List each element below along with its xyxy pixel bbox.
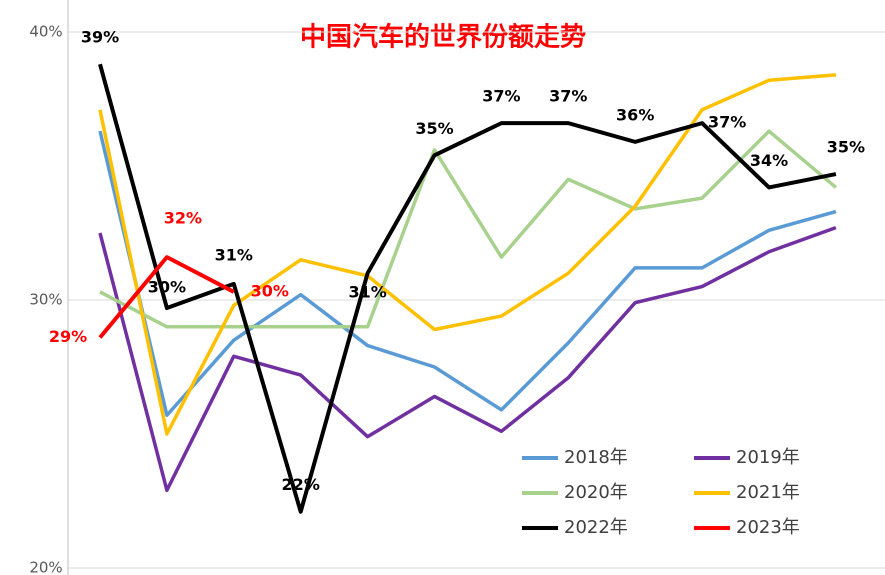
- y-tick-label: 30%: [29, 291, 62, 309]
- series-line: [98, 73, 837, 436]
- data-label: 31%: [215, 245, 253, 264]
- data-label: 36%: [616, 105, 654, 124]
- legend-label: 2023年: [736, 517, 800, 538]
- legend-label: 2021年: [736, 482, 800, 503]
- data-label: 32%: [164, 209, 202, 228]
- series-line: [98, 225, 837, 493]
- legend-label: 2022年: [564, 517, 628, 538]
- legend-label: 2018年: [564, 447, 628, 468]
- legend-label: 2019年: [736, 447, 800, 468]
- data-label: 35%: [415, 119, 453, 138]
- data-label: 37%: [708, 113, 746, 132]
- data-label: 37%: [549, 87, 587, 106]
- data-label: 30%: [251, 281, 289, 300]
- data-label: 39%: [81, 28, 119, 47]
- data-label: 30%: [148, 278, 186, 297]
- legend-label: 2020年: [564, 482, 628, 503]
- data-label: 34%: [750, 151, 788, 170]
- data-label: 29%: [49, 327, 87, 346]
- y-tick-label: 20%: [29, 559, 62, 575]
- data-label: 22%: [282, 475, 320, 494]
- chart-title: 中国汽车的世界份额走势: [300, 22, 586, 53]
- data-label: 35%: [827, 138, 865, 157]
- data-label: 31%: [348, 283, 386, 302]
- data-label: 37%: [482, 87, 520, 106]
- y-tick-label: 40%: [29, 23, 62, 41]
- series-line: [99, 129, 838, 329]
- series-line: [98, 130, 837, 417]
- series-line: [98, 255, 235, 339]
